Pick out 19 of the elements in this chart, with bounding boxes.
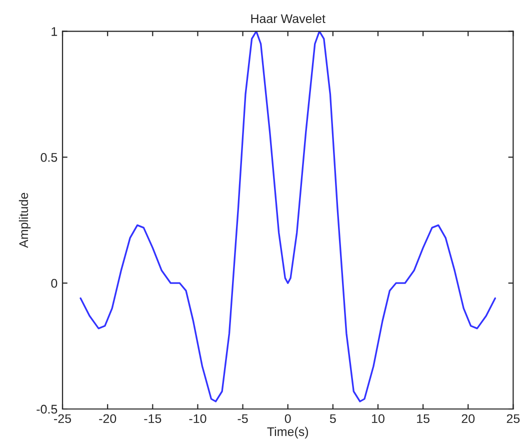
chart-title: Haar Wavelet	[251, 14, 326, 24]
y-tick-label: 0.5	[40, 152, 58, 162]
x-tick-label: -25	[54, 414, 72, 424]
x-tick-label: -15	[144, 414, 162, 424]
x-tick-label: 5	[330, 414, 336, 424]
x-tick-label: -10	[189, 414, 206, 424]
x-tick-label: -20	[99, 414, 116, 424]
line-series	[80, 31, 496, 402]
y-tick-label: -0.5	[36, 404, 58, 414]
y-tick-label: 0	[51, 278, 58, 288]
x-tick-label: 10	[372, 414, 384, 424]
y-axis-title: Amplitude	[18, 192, 31, 248]
y-tick-label: 1	[52, 27, 58, 36]
x-tick-label: 15	[417, 414, 430, 424]
x-axis-title: Time(s)	[267, 426, 308, 439]
x-tick-label: 25	[506, 414, 520, 424]
x-tick-label: 0	[284, 414, 291, 424]
x-tick-label: -5	[238, 414, 248, 424]
x-tick-label: 20	[462, 414, 475, 424]
